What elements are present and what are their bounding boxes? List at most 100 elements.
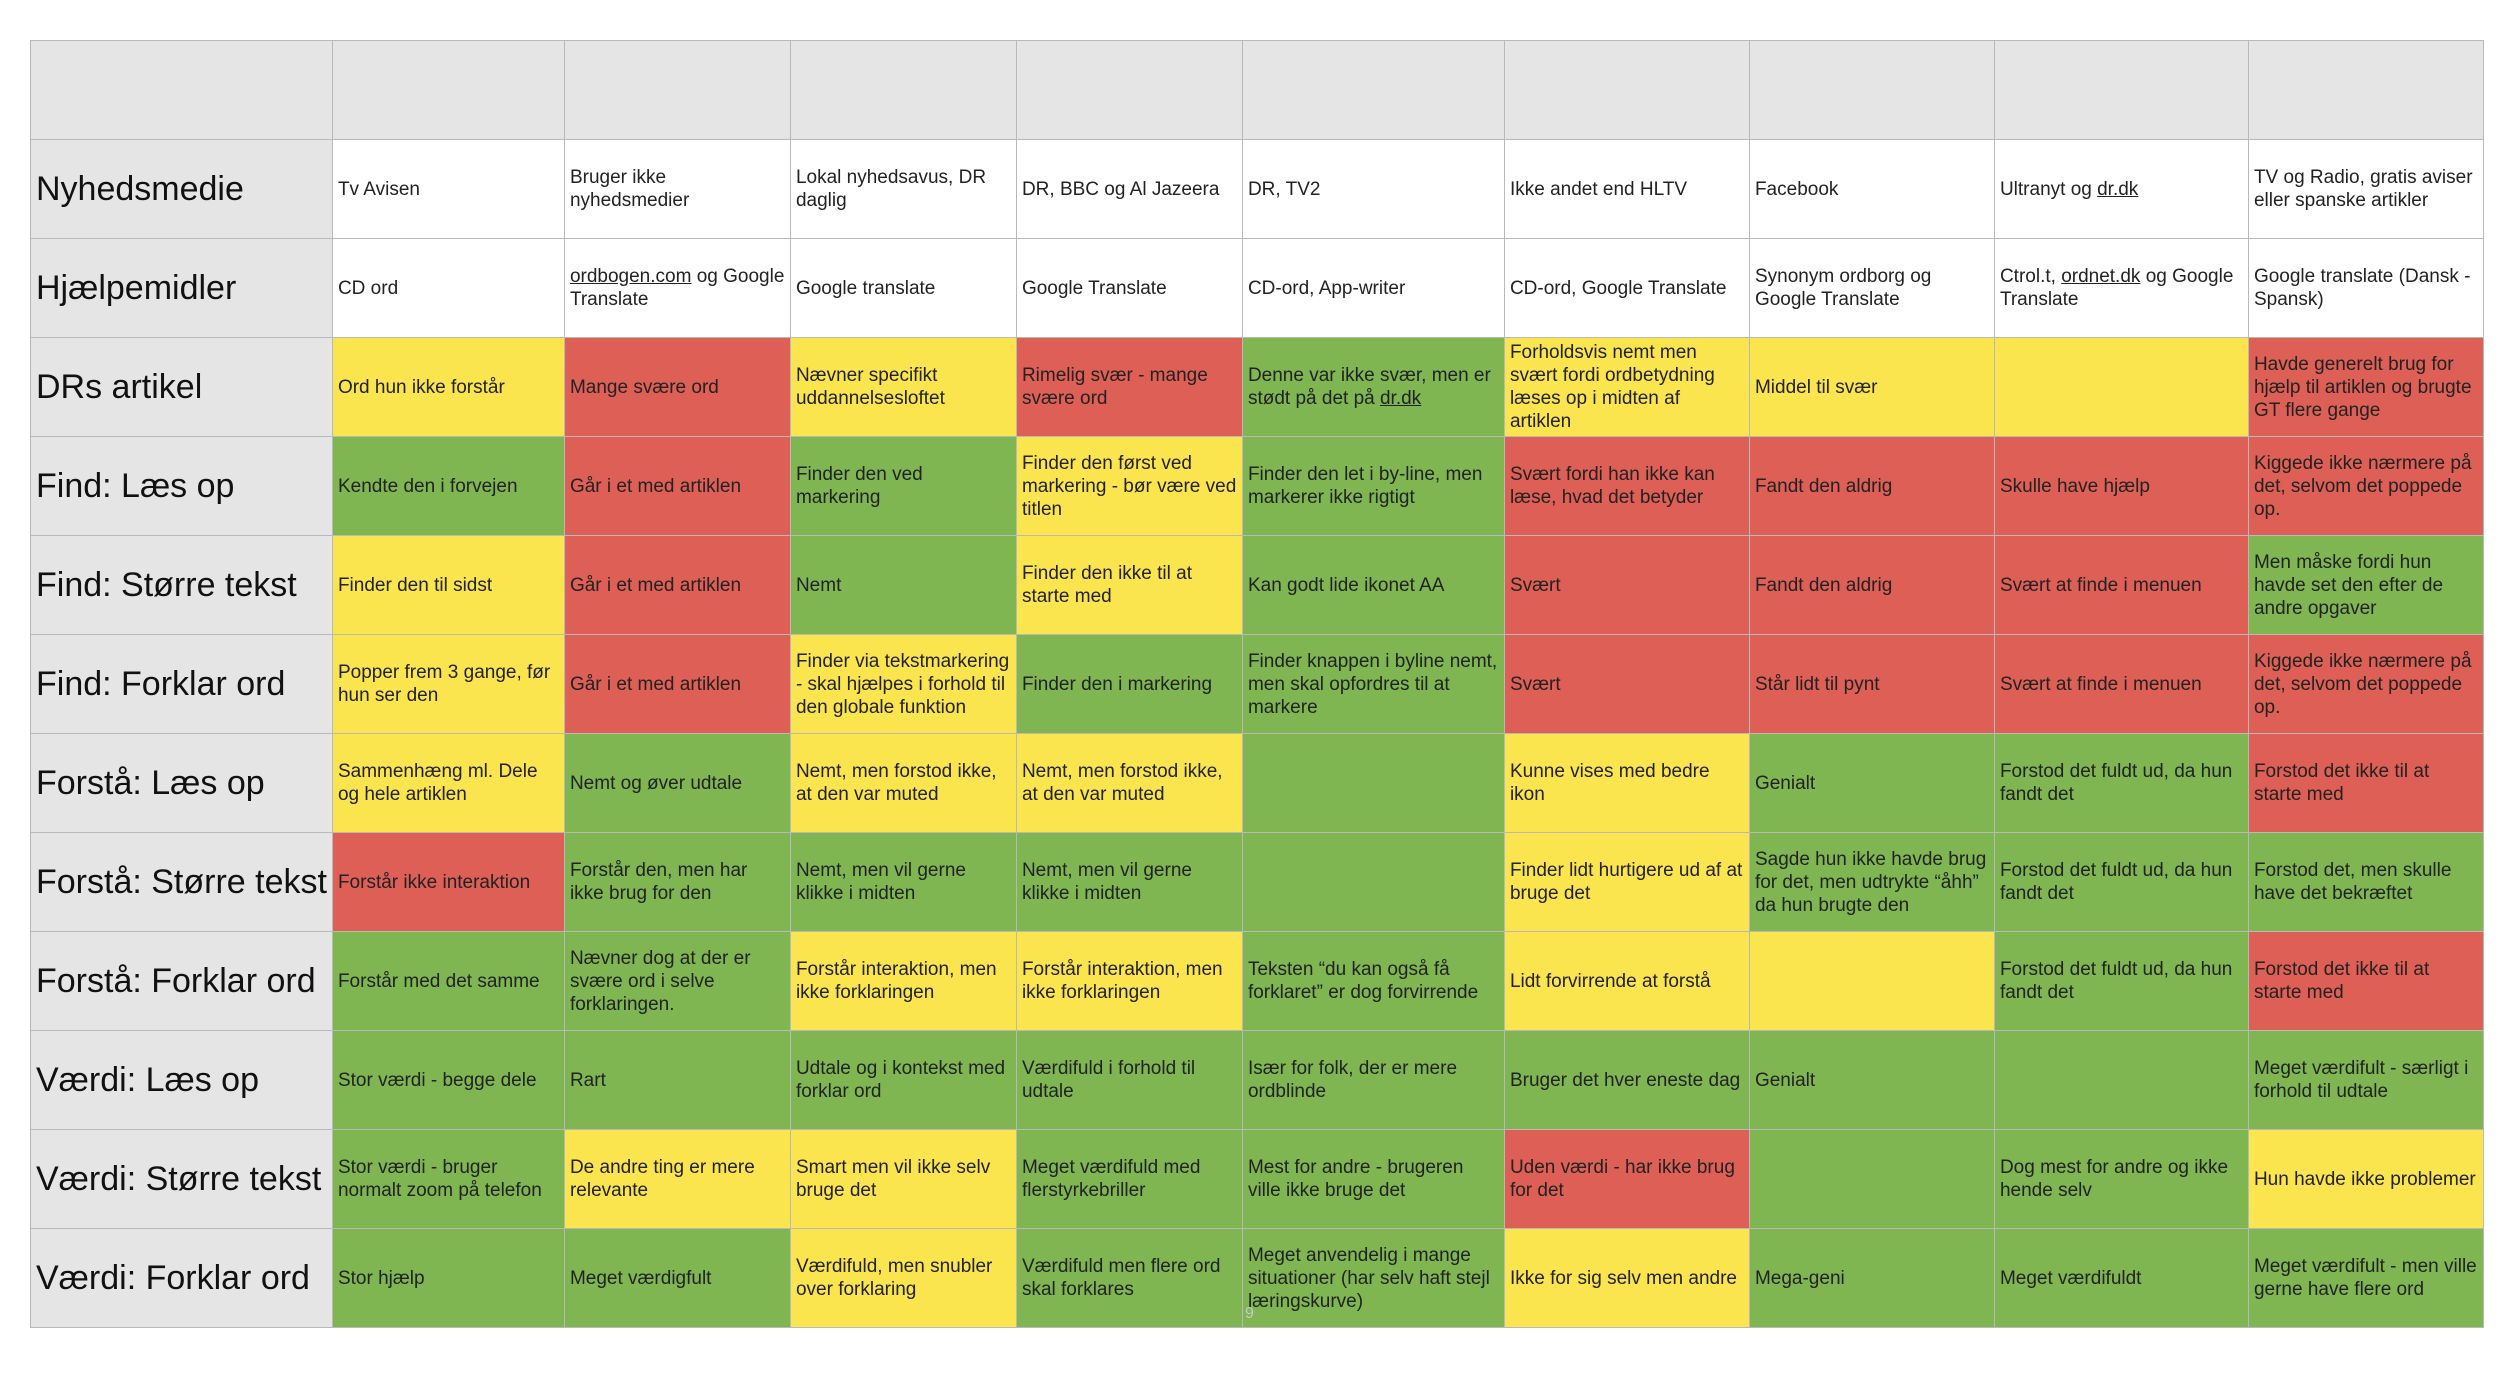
row-label: Nyhedsmedie (30, 139, 333, 239)
table-cell: Nemt, men vil gerne klikke i midten (789, 832, 1017, 932)
table-cell: Google translate (789, 238, 1017, 338)
table-cell (1241, 832, 1505, 932)
table-cell: Kiggede ikke nærmere på det, selvom det … (2247, 634, 2484, 734)
table-cell (1241, 733, 1505, 833)
table-cell: Genialt (1748, 733, 1995, 833)
link-text[interactable]: ordbogen.com (569, 266, 692, 287)
table-cell: Svært at finde i menuen (1993, 634, 2249, 734)
table-row: Find: Læs op Kendte den i forvejen Går i e… (30, 436, 2484, 536)
table-cell: Synonym ordborg og Google Translate (1748, 238, 1995, 338)
table-cell: CD ord (331, 238, 565, 338)
table-cell: Forstår med det samme (331, 931, 565, 1031)
table-cell: Meget værdifuld med flerstyrkebriller (1015, 1129, 1243, 1229)
row-label: Forstå: Forklar ord (30, 931, 333, 1031)
table-cell: Dog mest for andre og ikke hende selv (1993, 1129, 2249, 1229)
table-row: Find: Større tekst Finder den til sidst Gå… (30, 535, 2484, 635)
column-header (1748, 40, 1995, 140)
table-cell: Svært (1503, 634, 1750, 734)
table-cell: Forstod det, men skulle have det bekræft… (2247, 832, 2484, 932)
table-cell: Finder den først ved markering - bør vær… (1015, 436, 1243, 536)
table-cell: Forstod det fuldt ud, da hun fandt det (1993, 931, 2249, 1031)
table-cell: Mega-geni (1748, 1228, 1995, 1328)
column-header (789, 40, 1017, 140)
table-cell: Meget anvendelig i mange situationer (ha… (1241, 1228, 1505, 1328)
table-cell: Værdifuld men flere ord skal forklares (1015, 1228, 1243, 1328)
table-cell: Meget værdigfult (563, 1228, 791, 1328)
table-cell: Finder den i markering (1015, 634, 1243, 734)
row-label: Værdi: Læs op (30, 1030, 333, 1130)
table-cell: Mange svære ord (563, 337, 791, 437)
table-cell: Kan godt lide ikonet AA (1241, 535, 1505, 635)
table-cell: DR, BBC og Al Jazeera (1015, 139, 1243, 239)
table-cell: Lokal nyhedsavus, DR daglig (789, 139, 1017, 239)
column-header (1993, 40, 2249, 140)
page-number: 9 (1245, 1305, 1254, 1322)
table-cell: Forstår ikke interaktion (331, 832, 565, 932)
table-cell: Rimelig svær - mange svære ord (1015, 337, 1243, 437)
table-cell: Stor værdi - begge dele (331, 1030, 565, 1130)
table-cell: Stor værdi - bruger normalt zoom på tele… (331, 1129, 565, 1229)
table-cell: Kiggede ikke nærmere på det, selvom det … (2247, 436, 2484, 536)
link-text[interactable]: dr.dk (2097, 178, 2139, 200)
table-cell: DR, TV2 (1241, 139, 1505, 239)
table-cell: Middel til svær (1748, 337, 1995, 437)
table-cell: Finder via tekstmarkering - skal hjælpes… (789, 634, 1017, 734)
column-header (1503, 40, 1750, 140)
table-cell: Nemt, men vil gerne klikke i midten (1015, 832, 1243, 932)
table-cell: Nævner specifikt uddannelsesloftet (789, 337, 1017, 437)
table-cell: Meget værdifuldt (1993, 1228, 2249, 1328)
table-cell: Går i et med artiklen (563, 535, 791, 635)
column-header (2247, 40, 2484, 140)
table-cell: Ikke andet end HLTV (1503, 139, 1750, 239)
row-label: Find: Forklar ord (30, 634, 333, 734)
table-cell: Bruger ikke nyhedsmedier (563, 139, 791, 239)
table-cell: Forstår den, men har ikke brug for den (563, 832, 791, 932)
row-label: Hjælpemidler (30, 238, 333, 338)
table-cell: Forstod det ikke til at starte med (2247, 931, 2484, 1031)
table-cell: Svært at finde i menuen (1993, 535, 2249, 635)
table-row: Nyhedsmedie Tv Avisen Bruger ikke nyhedsme… (30, 139, 2484, 239)
table-cell: Især for folk, der er mere ordblinde (1241, 1030, 1505, 1130)
table-cell: Havde generelt brug for hjælp til artikl… (2247, 337, 2484, 437)
table-cell (1748, 931, 1995, 1031)
table-cell: Står lidt til pynt (1748, 634, 1995, 734)
table-cell: De andre ting er mere relevante (563, 1129, 791, 1229)
table-cell: Værdifuld, men snubler over forklaring (789, 1228, 1017, 1328)
usability-matrix: Nyhedsmedie Tv Avisen Bruger ikke nyhedsme… (30, 40, 2484, 1328)
table-cell: Forholdsvis nemt men svært fordi ordbety… (1503, 337, 1750, 437)
row-label: Find: Læs op (30, 436, 333, 536)
table-cell: Går i et med artiklen (563, 436, 791, 536)
table-cell: Sammenhæng ml. Dele og hele artiklen (331, 733, 565, 833)
table-cell: Popper frem 3 gange, før hun ser den (331, 634, 565, 734)
row-label: Værdi: Større tekst (30, 1129, 333, 1229)
table-cell: Smart men vil ikke selv bruge det (789, 1129, 1017, 1229)
table-cell: Meget værdifult - men ville gerne have f… (2247, 1228, 2484, 1328)
table-cell: Kendte den i forvejen (331, 436, 565, 536)
table-cell: Finder den til sidst (331, 535, 565, 635)
table-cell: Nemt og øver udtale (563, 733, 791, 833)
table-cell: Finder knappen i byline nemt, men skal o… (1241, 634, 1505, 734)
table-cell: Uden værdi - har ikke brug for det (1503, 1129, 1750, 1229)
table-row: Forstå: Større tekst Forstår ikke interak… (30, 832, 2484, 932)
table-row: Find: Forklar ord Popper frem 3 gange, fø… (30, 634, 2484, 734)
row-label: Forstå: Læs op (30, 733, 333, 833)
table-cell: Tv Avisen (331, 139, 565, 239)
link-text[interactable]: dr.dk (1379, 388, 1422, 409)
table-cell: Finder den ved markering (789, 436, 1017, 536)
table-cell: Fandt den aldrig (1748, 535, 1995, 635)
table-cell: TV og Radio, gratis aviser eller spanske… (2247, 139, 2484, 239)
table-cell: Rart (563, 1030, 791, 1130)
table-cell: Nemt (789, 535, 1017, 635)
table-cell: Teksten “du kan også få forklaret” er do… (1241, 931, 1505, 1031)
table-cell: Forstod det fuldt ud, da hun fandt det (1993, 832, 2249, 932)
column-header (1015, 40, 1243, 140)
row-label: Værdi: Forklar ord (30, 1228, 333, 1328)
table-cell: CD-ord, Google Translate (1503, 238, 1750, 338)
table-cell: Nemt, men forstod ikke, at den var muted (789, 733, 1017, 833)
link-text[interactable]: ordnet.dk (2061, 266, 2141, 287)
table-cell: Svært (1503, 535, 1750, 635)
table-cell: Google Translate (1015, 238, 1243, 338)
column-header (331, 40, 565, 140)
table-row: Værdi: Forklar ord Stor hjælp Meget værdig… (30, 1228, 2484, 1328)
table-cell: Finder lidt hurtigere ud af at bruge det (1503, 832, 1750, 932)
